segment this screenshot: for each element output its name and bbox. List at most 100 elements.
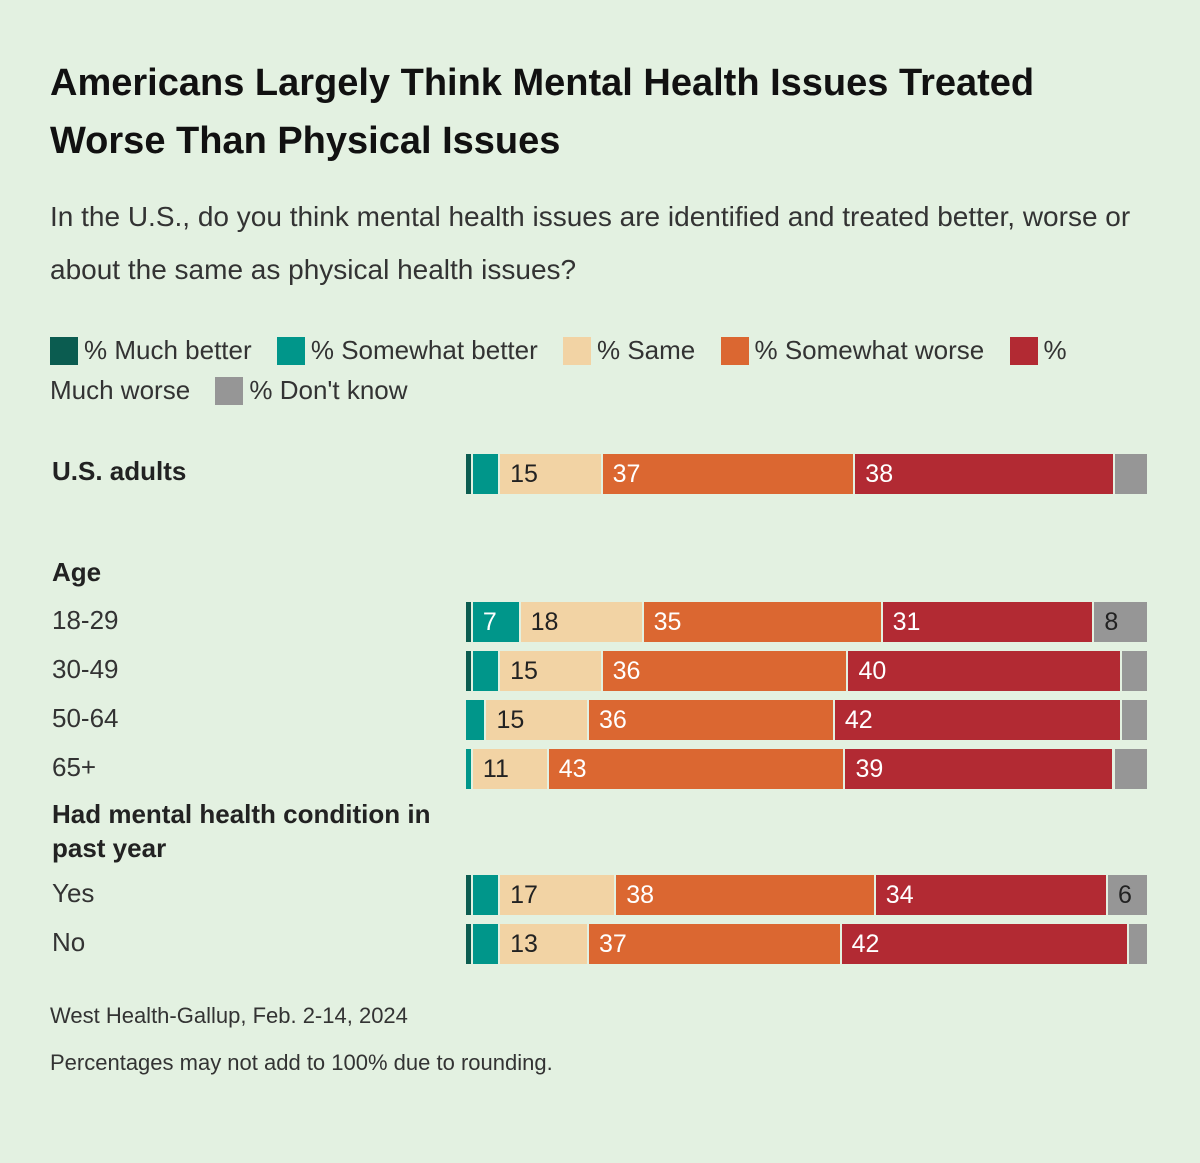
row-label-65-plus: 65+ (52, 752, 97, 782)
bar-segment-somewhat-worse: 37 (588, 924, 842, 964)
bar-segment-same: 15 (500, 651, 603, 691)
bar-segment-much-worse: 39 (845, 749, 1115, 789)
bar-segment-somewhat-better (472, 875, 501, 915)
bar-segment-somewhat-better: 7 (472, 602, 521, 642)
bar-row-no: 13 37 42 (466, 924, 1149, 964)
legend: % Much better % Somewhat better % Same %… (50, 330, 1130, 410)
bar-segment-much-worse: 42 (841, 924, 1129, 964)
section-heading-age: Age (52, 557, 102, 587)
bar-value-label: 31 (892, 608, 921, 636)
legend-item-somewhat-worse: % Somewhat worse (720, 335, 985, 365)
source-note: West Health-Gallup, Feb. 2-14, 2024 (50, 1003, 408, 1028)
row-label-50-64: 50-64 (52, 703, 119, 733)
legend-label: % Much better (84, 335, 252, 365)
chart-subtitle: In the U.S., do you think mental health … (50, 201, 1131, 285)
bar-segment-same: 18 (520, 602, 644, 642)
bar-value-label: 13 (510, 930, 538, 958)
legend-swatch (50, 337, 78, 365)
legend-swatch (1009, 337, 1038, 365)
bar-value-label: 15 (496, 706, 525, 734)
bar-segment-somewhat-worse: 38 (616, 875, 876, 915)
bar-segment-same: 17 (500, 875, 617, 915)
bar-value-label: 36 (612, 657, 641, 685)
bar-value-label: 36 (598, 706, 627, 734)
bar-value-label: 15 (510, 657, 538, 685)
legend-item-somewhat-better: % Somewhat better (276, 335, 538, 365)
bar-segment-same: 11 (472, 749, 549, 789)
bar-value-label: 35 (653, 608, 682, 636)
row-label-18-29: 18-29 (52, 605, 119, 635)
bar-segment-somewhat-better (466, 749, 473, 789)
bar-value-label: 11 (482, 755, 509, 783)
bar-value-label: 17 (510, 881, 538, 909)
bar-value-label: 43 (558, 755, 587, 783)
bar-segment-somewhat-better (466, 700, 487, 740)
section-heading-mental-health: Had mental health condition in past year (52, 799, 431, 863)
bar-value-label: 34 (885, 881, 914, 909)
bar-segment-much-worse: 34 (875, 875, 1109, 915)
bar-segment-dont-know: 8 (1094, 602, 1149, 642)
bar-row-yes: 17 38 34 6 (466, 875, 1149, 915)
row-label-us-adults: U.S. adults (52, 456, 187, 486)
legend-item-dont-know: % Don't know (215, 375, 408, 405)
legend-item-same: % Same (563, 335, 695, 365)
bar-segment-much-better (466, 602, 473, 642)
bar-segment-dont-know: 6 (1108, 875, 1149, 915)
bar-value-label: 7 (482, 608, 497, 636)
bar-value-label: 42 (851, 930, 880, 958)
legend-label: % Much worse (50, 335, 1067, 405)
bar-value-label: 18 (530, 608, 559, 636)
bar-segment-dont-know (1114, 454, 1149, 494)
bar-segment-dont-know (1121, 700, 1149, 740)
bar-value-label: 42 (844, 706, 873, 734)
bar-segment-much-better (466, 651, 473, 691)
row-label-30-49: 30-49 (52, 654, 119, 684)
legend-label: % Somewhat worse (754, 335, 985, 365)
legend-item-much-better: % Much better (50, 335, 252, 365)
bar-row-30-49: 15 36 40 (466, 651, 1149, 691)
bar-segment-much-worse: 42 (834, 700, 1122, 740)
legend-label: % Somewhat better (310, 335, 538, 365)
bar-segment-much-worse: 38 (855, 454, 1115, 494)
bar-segment-somewhat-better (472, 924, 501, 964)
bar-segment-dont-know (1114, 749, 1149, 789)
bar-value-label: 39 (855, 755, 884, 783)
bar-row-us-adults: 15 37 38 (466, 454, 1149, 494)
bar-value-label: 38 (626, 881, 655, 909)
row-label-no: No (52, 927, 86, 957)
chart-title: Americans Largely Think Mental Health Is… (50, 62, 1035, 162)
bar-segment-much-worse: 31 (882, 602, 1095, 642)
bar-segment-dont-know (1121, 651, 1149, 691)
bar-value-label: 40 (858, 657, 887, 685)
bar-segment-same: 15 (500, 454, 603, 494)
bar-value-label: 37 (598, 930, 627, 958)
bar-segment-same: 15 (486, 700, 589, 740)
bar-segment-much-better (466, 875, 473, 915)
bar-segment-somewhat-better (472, 651, 501, 691)
bar-segment-much-better (466, 924, 473, 964)
bar-segment-dont-know (1128, 924, 1149, 964)
bar-segment-somewhat-worse: 35 (643, 602, 883, 642)
legend-label: % Don't know (249, 375, 408, 405)
bar-row-18-29: 7 18 35 31 8 (466, 602, 1149, 642)
bar-segment-somewhat-worse: 37 (602, 454, 856, 494)
legend-label: % Same (597, 335, 696, 365)
bar-value-label: 37 (612, 460, 641, 488)
bar-segment-much-worse: 40 (848, 651, 1122, 691)
bar-row-65-plus: 11 43 39 (466, 749, 1149, 789)
bar-segment-somewhat-worse: 43 (548, 749, 846, 789)
row-label-yes: Yes (52, 878, 95, 908)
bar-segment-much-better (466, 454, 473, 494)
legend-swatch (720, 337, 749, 365)
bar-value-label: 6 (1118, 881, 1132, 909)
legend-swatch (563, 337, 591, 365)
bar-value-label: 15 (510, 460, 538, 488)
bar-row-50-64: 15 36 42 (466, 700, 1149, 740)
footnote: Percentages may not add to 100% due to r… (50, 1050, 553, 1075)
bar-segment-somewhat-worse: 36 (602, 651, 849, 691)
bar-value-label: 38 (865, 460, 894, 488)
bar-segment-somewhat-worse: 36 (588, 700, 835, 740)
legend-swatch (215, 377, 244, 405)
bar-value-label: 8 (1104, 608, 1119, 636)
bar-segment-same: 13 (500, 924, 589, 964)
